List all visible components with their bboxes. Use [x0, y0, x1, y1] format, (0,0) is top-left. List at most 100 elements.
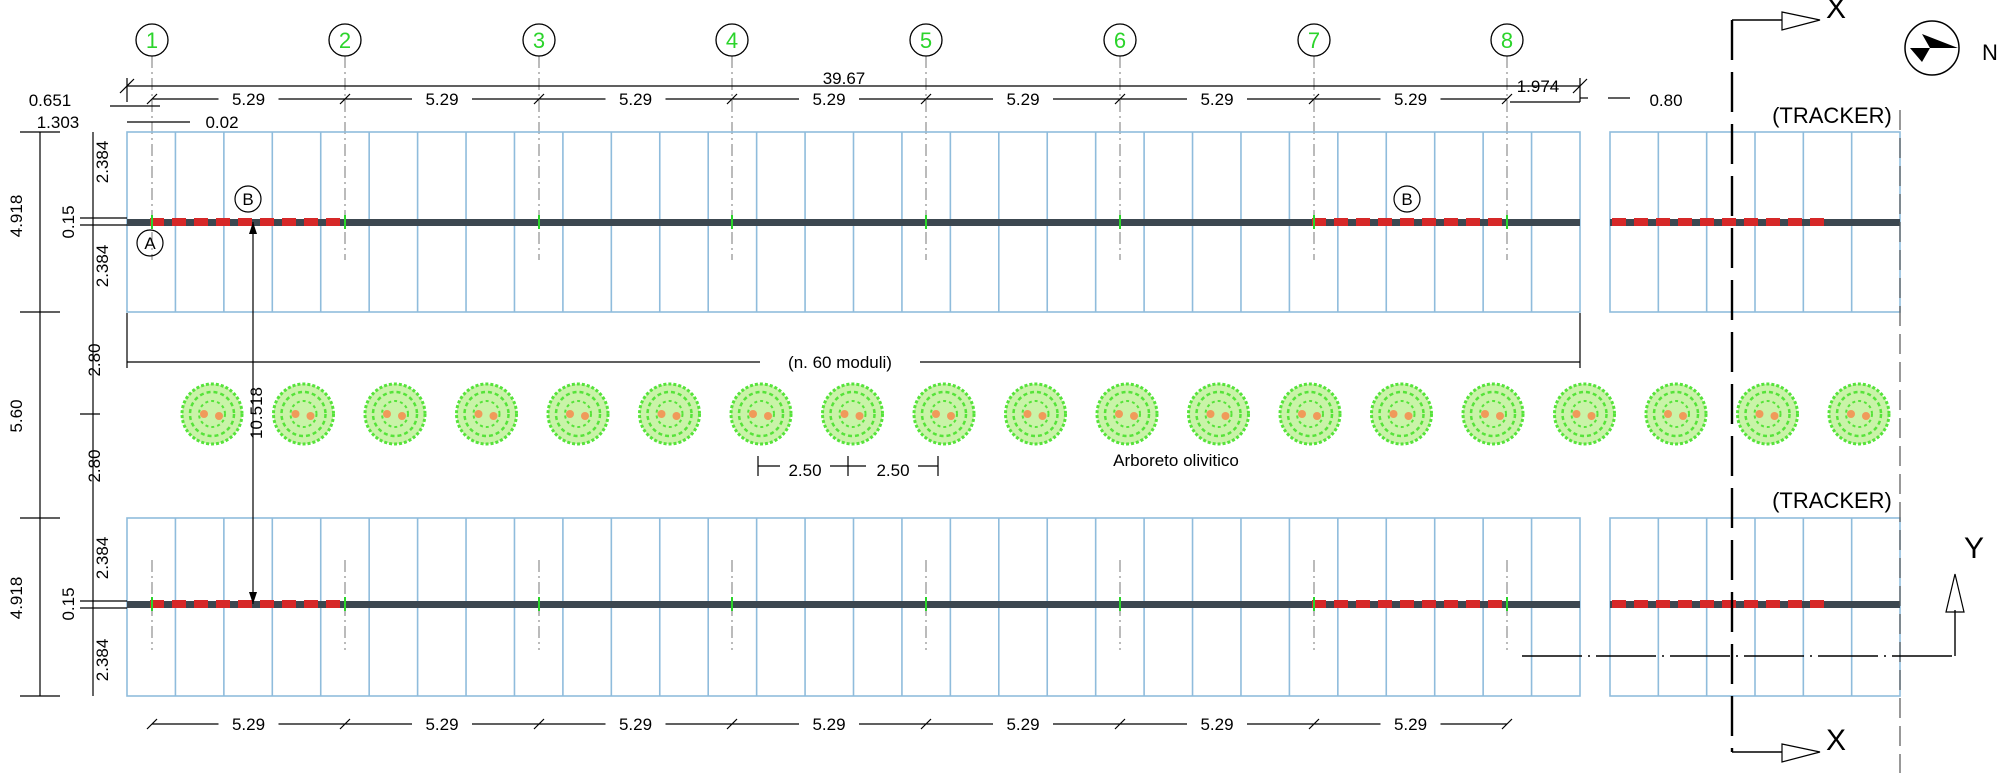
foundation-segment — [1334, 218, 1348, 226]
olive-tree — [1553, 382, 1616, 446]
dim-tick — [533, 718, 545, 730]
dim-tick — [920, 718, 932, 730]
foundation-segment — [1612, 600, 1626, 608]
foundation-segment — [1722, 600, 1736, 608]
olive-tree — [363, 382, 427, 446]
dim-tick — [726, 718, 738, 730]
dim-tick — [1501, 718, 1513, 730]
foundation-segment — [1378, 218, 1392, 226]
gap-label: 0.80 — [1649, 91, 1682, 110]
section-x-top-label: X — [1826, 0, 1846, 25]
tree-spacing-label-2: 2.50 — [876, 461, 909, 480]
foundation-segment — [304, 218, 318, 226]
foundation-segment — [1766, 218, 1780, 226]
grid-bubbles-layer: 1 2 3 4 5 6 7 8 — [135, 23, 1524, 257]
dim-tick — [1308, 93, 1320, 105]
foundation-segment — [1766, 600, 1780, 608]
torque-tube — [127, 601, 1580, 608]
torque-tube — [127, 219, 1580, 226]
olive-tree — [1278, 382, 1342, 446]
half-width-label-4: 2.384 — [93, 639, 112, 682]
foundation-segment — [1612, 218, 1626, 226]
dim-tick — [1308, 718, 1320, 730]
foundation-segment — [1810, 218, 1824, 226]
static-lines — [20, 11, 1965, 773]
dim-tick — [1501, 93, 1513, 105]
bay-dim-label: 5.29 — [812, 715, 845, 734]
foundation-segment — [260, 600, 274, 608]
foundation-segment — [1378, 600, 1392, 608]
left-offset-top-label: 0.651 — [29, 91, 72, 110]
foundation-segment — [282, 218, 296, 226]
bay-dim-label: 5.29 — [425, 90, 458, 109]
foundation-segment — [1634, 218, 1648, 226]
grid-bubble-label: 4 — [726, 28, 738, 53]
foundation-segment — [1488, 218, 1502, 226]
dimensions-layer: 5.29 5.29 5.29 5.29 5.29 5.29 5.29 5.29 5.29 5.29… — [146, 90, 1513, 734]
bay-dim-label: 5.29 — [1200, 90, 1233, 109]
grid-bubble-label: 7 — [1308, 28, 1320, 53]
left-offset-mid-label: 1.303 — [37, 113, 80, 132]
pitch-label: 10.518 — [247, 387, 266, 439]
foundation-segment — [1312, 218, 1326, 226]
foundation-segment — [1422, 218, 1436, 226]
bay-dim-label: 5.29 — [619, 90, 652, 109]
corridor-label: 5.60 — [7, 399, 26, 432]
olive-tree — [272, 382, 335, 446]
foundation-segment — [238, 218, 252, 226]
foundation-segment — [260, 218, 274, 226]
grid-bubble — [522, 23, 556, 57]
bay-dim-label: 5.29 — [1200, 715, 1233, 734]
grid-bubble-label: 2 — [339, 28, 351, 53]
grid-bubble — [135, 23, 169, 57]
bay-dim-label: 5.29 — [619, 715, 652, 734]
dim-tick — [339, 93, 351, 105]
bay-dim-label: 5.29 — [1394, 715, 1427, 734]
total-length-label: 39.67 — [823, 69, 866, 88]
row-width-label-2: 4.918 — [7, 577, 26, 620]
grid-bubble-label: 3 — [533, 28, 545, 53]
north-label: N — [1982, 40, 1998, 65]
foundation-segment — [238, 600, 252, 608]
foundation-segment — [1744, 600, 1758, 608]
tracker-label-bottom: (TRACKER) — [1772, 488, 1892, 513]
foundation-segment — [1634, 600, 1648, 608]
detail-b-label-right: B — [1401, 190, 1412, 209]
foundation-segment — [1700, 600, 1714, 608]
dim-tick — [339, 718, 351, 730]
olive-tree — [729, 382, 793, 446]
foundation-segment — [216, 600, 230, 608]
grid-bubble — [1103, 23, 1137, 57]
foundation-segment — [1400, 218, 1414, 226]
foundation-segment — [1312, 600, 1326, 608]
foundation-segment — [150, 218, 164, 226]
olive-grove-label: Arboreto olivitico — [1113, 451, 1239, 470]
grid-bubble — [715, 23, 749, 57]
foundation-segment — [1810, 600, 1824, 608]
bay-dim-label: 5.29 — [232, 90, 265, 109]
foundation-segment — [216, 218, 230, 226]
grid-bubble — [328, 23, 362, 57]
foundation-segment — [150, 600, 164, 608]
foundation-segment — [1678, 600, 1692, 608]
bay-dim-label: 5.29 — [425, 715, 458, 734]
foundation-segment — [326, 218, 340, 226]
grid-bubble-label: 6 — [1114, 28, 1126, 53]
foundation-segment — [172, 218, 186, 226]
olive-tree — [1004, 382, 1067, 446]
tracker-label-top: (TRACKER) — [1772, 103, 1892, 128]
dim-tick — [1114, 718, 1126, 730]
foundation-segment — [1656, 600, 1670, 608]
foundation-segment — [1744, 218, 1758, 226]
dim-tick — [1114, 93, 1126, 105]
half-width-label-3: 2.384 — [93, 537, 112, 580]
detail-b-bubble — [234, 185, 262, 213]
olive-tree — [638, 382, 701, 446]
section-x-bottom-label: X — [1826, 724, 1846, 757]
bay-dim-label: 5.29 — [1006, 90, 1039, 109]
foundation-segment — [1444, 218, 1458, 226]
bay-dim-label: 5.29 — [1006, 715, 1039, 734]
olive-tree — [455, 382, 518, 446]
foundation-segment — [1488, 600, 1502, 608]
